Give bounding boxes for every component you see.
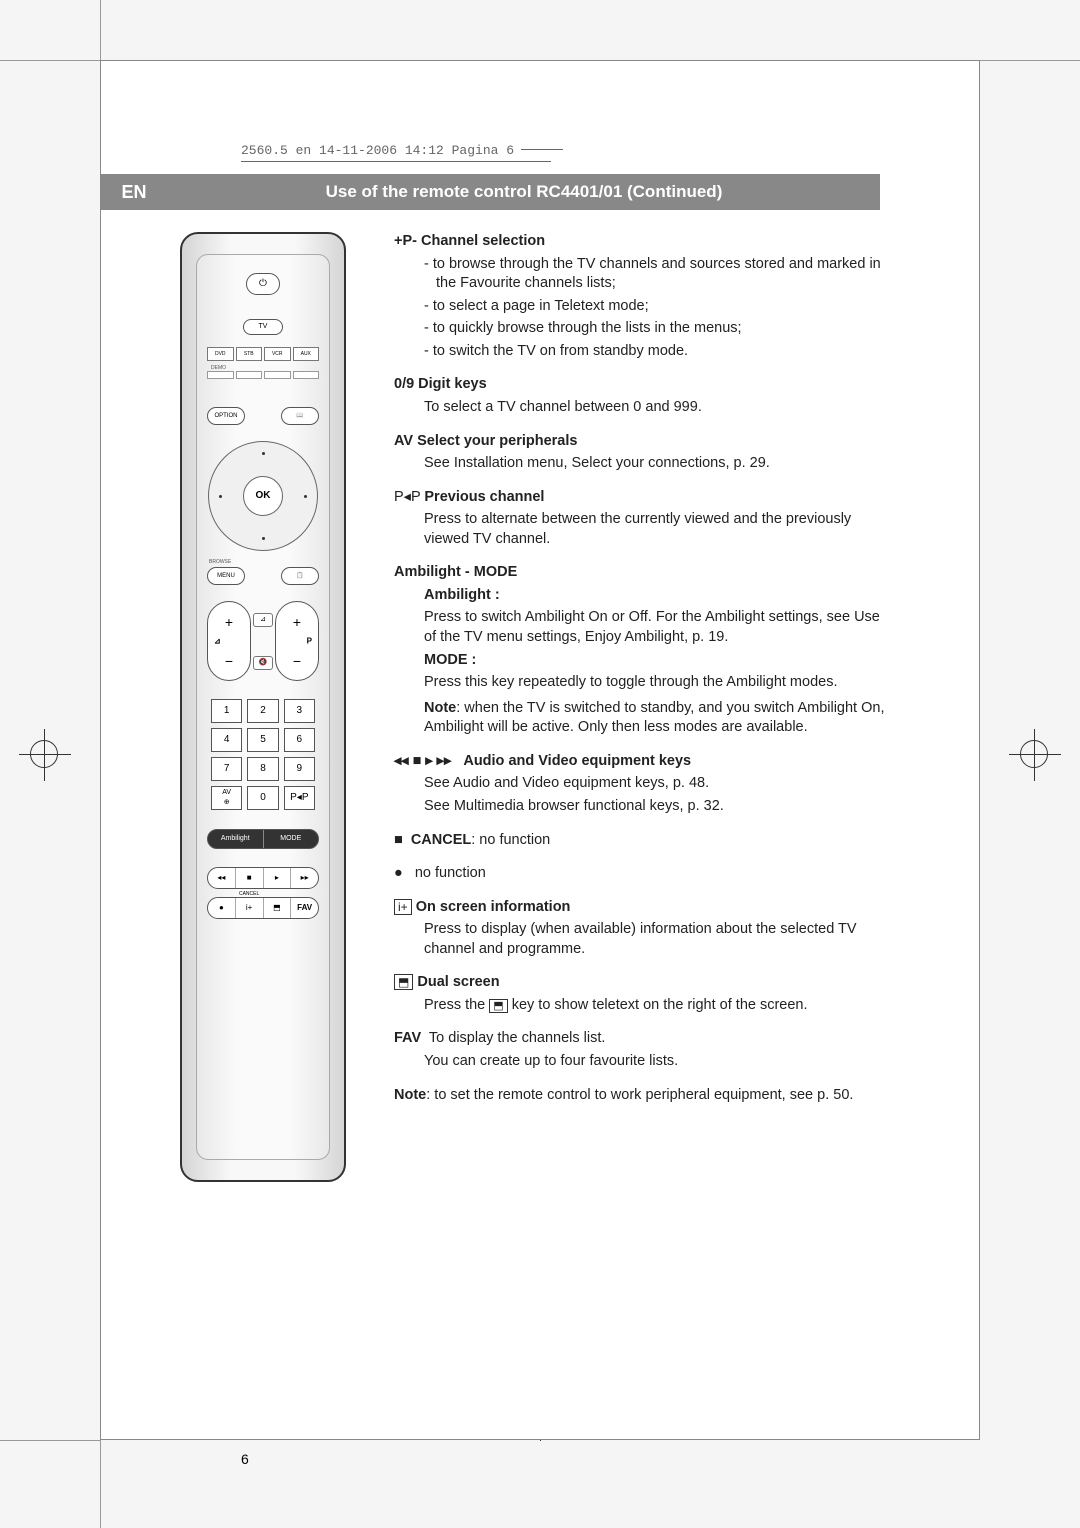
ambilight-row: Ambilight MODE bbox=[207, 829, 319, 849]
dot-line: ● no function bbox=[394, 864, 890, 884]
digit-keys-header: 0/9 Digit keys bbox=[394, 375, 890, 395]
crop-mark bbox=[980, 60, 1080, 61]
page-number: 6 bbox=[241, 1451, 249, 1467]
osd-header: i+ On screen information bbox=[394, 898, 890, 918]
crop-mark bbox=[100, 0, 101, 60]
option-button: OPTION bbox=[207, 407, 245, 425]
nav-ring: OK bbox=[208, 441, 318, 551]
source-dvd: DVD bbox=[207, 347, 234, 361]
source-row: DVD STB VCR AUX bbox=[207, 347, 319, 361]
previous-channel-header: P◂P Previous channel bbox=[394, 488, 890, 508]
dual-screen-header: ⬒ Dual screen bbox=[394, 973, 890, 993]
registration-mark-right bbox=[1020, 740, 1048, 768]
channel-selection-header: +P- Channel selection bbox=[394, 232, 890, 252]
ambilight-header: Ambilight - MODE bbox=[394, 563, 890, 583]
teletext-button: 📖 bbox=[281, 407, 319, 425]
ok-button: OK bbox=[243, 476, 283, 516]
power-button: ⏻ bbox=[246, 273, 280, 295]
av-equipment-header: ◂◂ ■ ▸ ▸▸ Audio and Video equipment keys bbox=[394, 752, 890, 772]
tv-button: TV bbox=[243, 319, 283, 335]
av-header: AV Select your peripherals bbox=[394, 432, 890, 452]
language-tab: EN bbox=[100, 174, 168, 210]
content-column: +P- Channel selection - to browse throug… bbox=[394, 232, 890, 1119]
menu-button: MENU bbox=[207, 567, 245, 585]
running-head-rule bbox=[521, 149, 563, 150]
pswap-button: P◂P bbox=[284, 786, 315, 810]
crop-mark bbox=[0, 60, 100, 61]
channel-rocker: +− P bbox=[275, 601, 319, 681]
function-row: ● i+ ⬒ FAV bbox=[207, 897, 319, 919]
color-key-row bbox=[207, 371, 319, 381]
cancel-line: ■ CANCEL: no function bbox=[394, 831, 890, 851]
browse-label: BROWSE bbox=[209, 559, 231, 565]
volume-rocker: +− ⊿ bbox=[207, 601, 251, 681]
section-title: Use of the remote control RC4401/01 (Con… bbox=[168, 174, 880, 210]
vol-icon: ⊿ bbox=[253, 613, 273, 627]
crop-mark bbox=[100, 1440, 101, 1528]
source-aux: AUX bbox=[293, 347, 320, 361]
source-vcr: VCR bbox=[264, 347, 291, 361]
av-button: AV⊕ bbox=[211, 786, 242, 810]
peripheral-note: Note: to set the remote control to work … bbox=[394, 1086, 890, 1106]
crop-mark bbox=[0, 1440, 100, 1441]
ambilight-note: Note: when the TV is switched to standby… bbox=[394, 699, 890, 738]
transport-row: ◂◂ ■CANCEL ▸ ▸▸ bbox=[207, 867, 319, 889]
running-head: 2560.5 en 14-11-2006 14:12 Pagina 6 bbox=[241, 143, 514, 158]
registration-mark-left bbox=[30, 740, 58, 768]
number-pad: 1 2 3 4 5 6 7 8 9 AV⊕ 0 P◂P bbox=[211, 699, 315, 810]
guide-button: 📋 bbox=[281, 567, 319, 585]
remote-illustration: ⏻ TV DVD STB VCR AUX DEMO OPTION 📖 OK BR… bbox=[180, 232, 346, 1182]
mute-button: 🔇 bbox=[253, 656, 273, 670]
source-stb: STB bbox=[236, 347, 263, 361]
fav-line: FAV To display the channels list. bbox=[394, 1029, 890, 1049]
running-head-rule bbox=[241, 161, 551, 162]
